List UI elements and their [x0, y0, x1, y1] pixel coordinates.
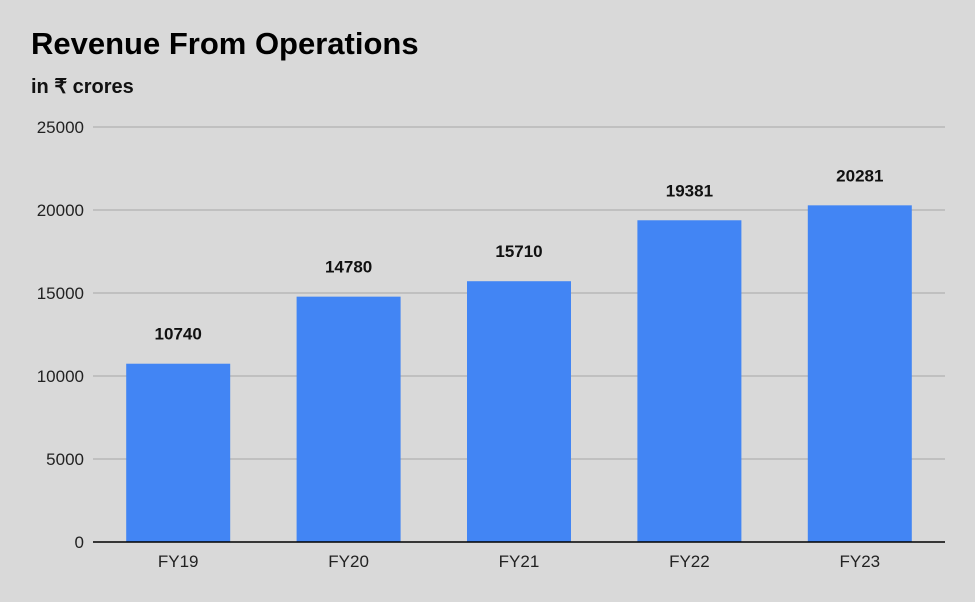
y-tick-label: 20000: [37, 201, 84, 220]
bar-value-label: 10740: [155, 325, 202, 344]
bar-value-label: 20281: [836, 166, 883, 185]
y-tick-label: 15000: [37, 284, 84, 303]
chart-subtitle: in ₹ crores: [31, 76, 134, 98]
y-tick-label: 10000: [37, 367, 84, 386]
y-tick-label: 25000: [37, 118, 84, 137]
bar: [467, 281, 571, 542]
bar: [637, 220, 742, 543]
bar: [807, 205, 912, 543]
x-tick-label: FY22: [669, 552, 710, 571]
bar: [296, 296, 401, 542]
bar-value-label: 14780: [325, 258, 372, 277]
chart-title: Revenue From Operations: [31, 26, 419, 61]
bar-value-label: 15710: [495, 242, 542, 261]
y-tick-label: 5000: [46, 450, 84, 469]
y-tick-label: 0: [75, 533, 84, 552]
x-tick-label: FY23: [839, 552, 880, 571]
bar-value-label: 19381: [666, 181, 713, 200]
x-tick-label: FY20: [328, 552, 369, 571]
bar: [126, 363, 231, 542]
x-tick-label: FY19: [158, 552, 199, 571]
x-tick-label: FY21: [499, 552, 540, 571]
